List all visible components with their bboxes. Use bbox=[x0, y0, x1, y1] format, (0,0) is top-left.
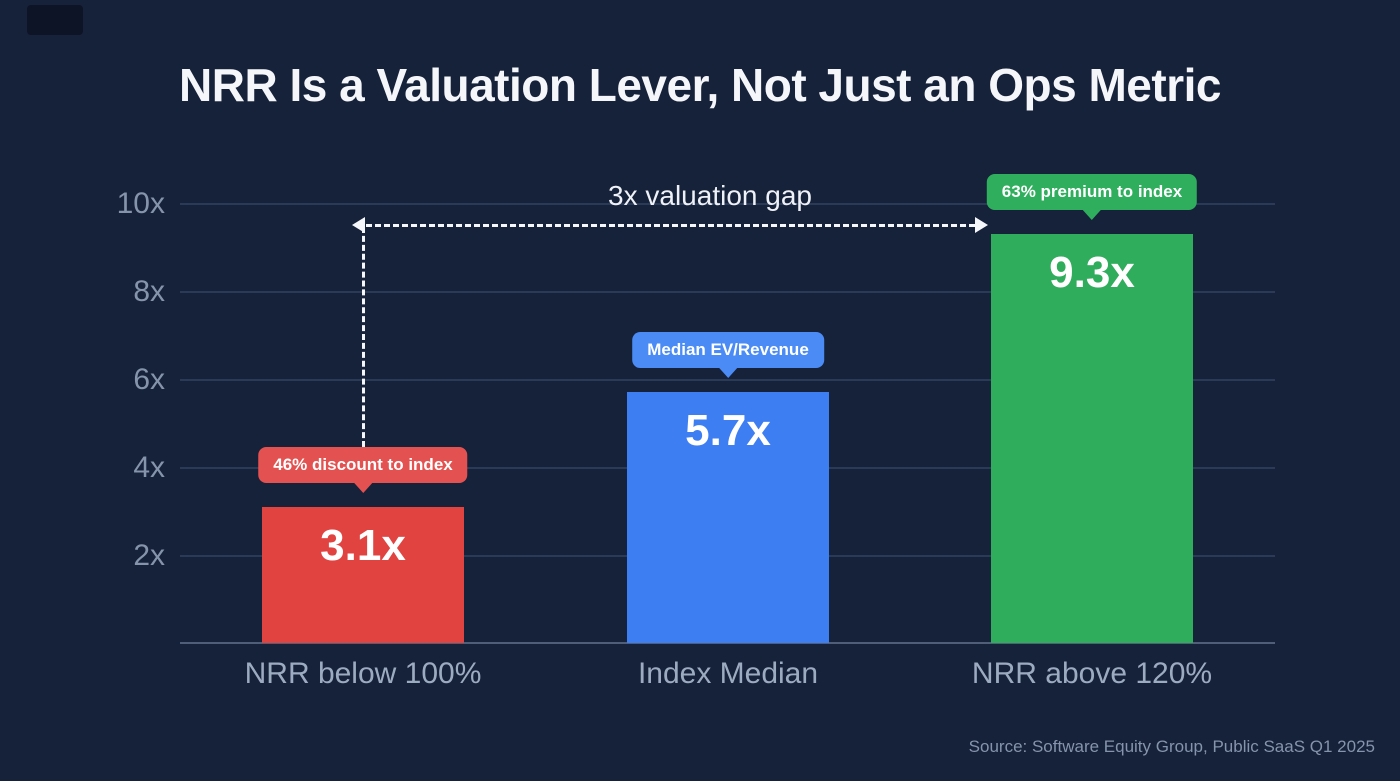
badge-pointer-icon bbox=[719, 368, 737, 378]
badge-pointer-icon bbox=[1083, 210, 1101, 220]
x-axis-label: NRR above 120% bbox=[971, 657, 1213, 690]
bar-value-label: 5.7x bbox=[685, 406, 771, 455]
bar: 5.7x bbox=[627, 392, 829, 643]
badge-wrap: 46% discount to index bbox=[258, 447, 468, 493]
bar-group-index-median: Median EV/Revenue 5.7x Index Median bbox=[627, 0, 829, 781]
badge-premium: 63% premium to index bbox=[986, 174, 1198, 210]
corner-logo bbox=[27, 5, 83, 35]
bar-value-label: 9.3x bbox=[1049, 248, 1135, 297]
badge-discount: 46% discount to index bbox=[258, 447, 468, 483]
gridline-8x bbox=[180, 291, 1275, 293]
y-tick: 4x bbox=[133, 451, 165, 484]
badge-pointer-icon bbox=[353, 483, 372, 493]
chart-title: NRR Is a Valuation Lever, Not Just an Op… bbox=[179, 59, 1221, 111]
badge-wrap: Median EV/Revenue bbox=[632, 332, 824, 378]
gridline-10x bbox=[180, 203, 1275, 205]
x-axis-label: Index Median bbox=[637, 657, 819, 690]
gap-dashed-line-vertical bbox=[362, 227, 365, 447]
arrow-right-icon bbox=[975, 217, 988, 233]
bar: 3.1x bbox=[262, 507, 464, 643]
source-note: Source: Software Equity Group, Public Sa… bbox=[968, 737, 1375, 756]
gap-dashed-line-horizontal bbox=[366, 224, 975, 227]
arrow-left-icon bbox=[352, 217, 365, 233]
bar: 9.3x bbox=[991, 234, 1193, 643]
bar-group-nrr-above-120: 63% premium to index 9.3x NRR above 120% bbox=[972, 0, 1212, 781]
badge-median: Median EV/Revenue bbox=[632, 332, 824, 368]
y-tick: 2x bbox=[133, 539, 165, 572]
badge-wrap: 63% premium to index bbox=[986, 174, 1198, 220]
x-axis-label: NRR below 100% bbox=[244, 657, 482, 690]
x-axis-line bbox=[180, 642, 1275, 644]
gap-annotation-label: 3x valuation gap bbox=[608, 180, 812, 211]
y-tick: 6x bbox=[133, 363, 165, 396]
bar-group-nrr-below-100: 46% discount to index 3.1x NRR below 100… bbox=[245, 0, 481, 781]
y-tick: 8x bbox=[133, 275, 165, 308]
gridline-6x bbox=[180, 379, 1275, 381]
bar-value-label: 3.1x bbox=[320, 521, 406, 570]
y-tick: 10x bbox=[116, 187, 165, 220]
